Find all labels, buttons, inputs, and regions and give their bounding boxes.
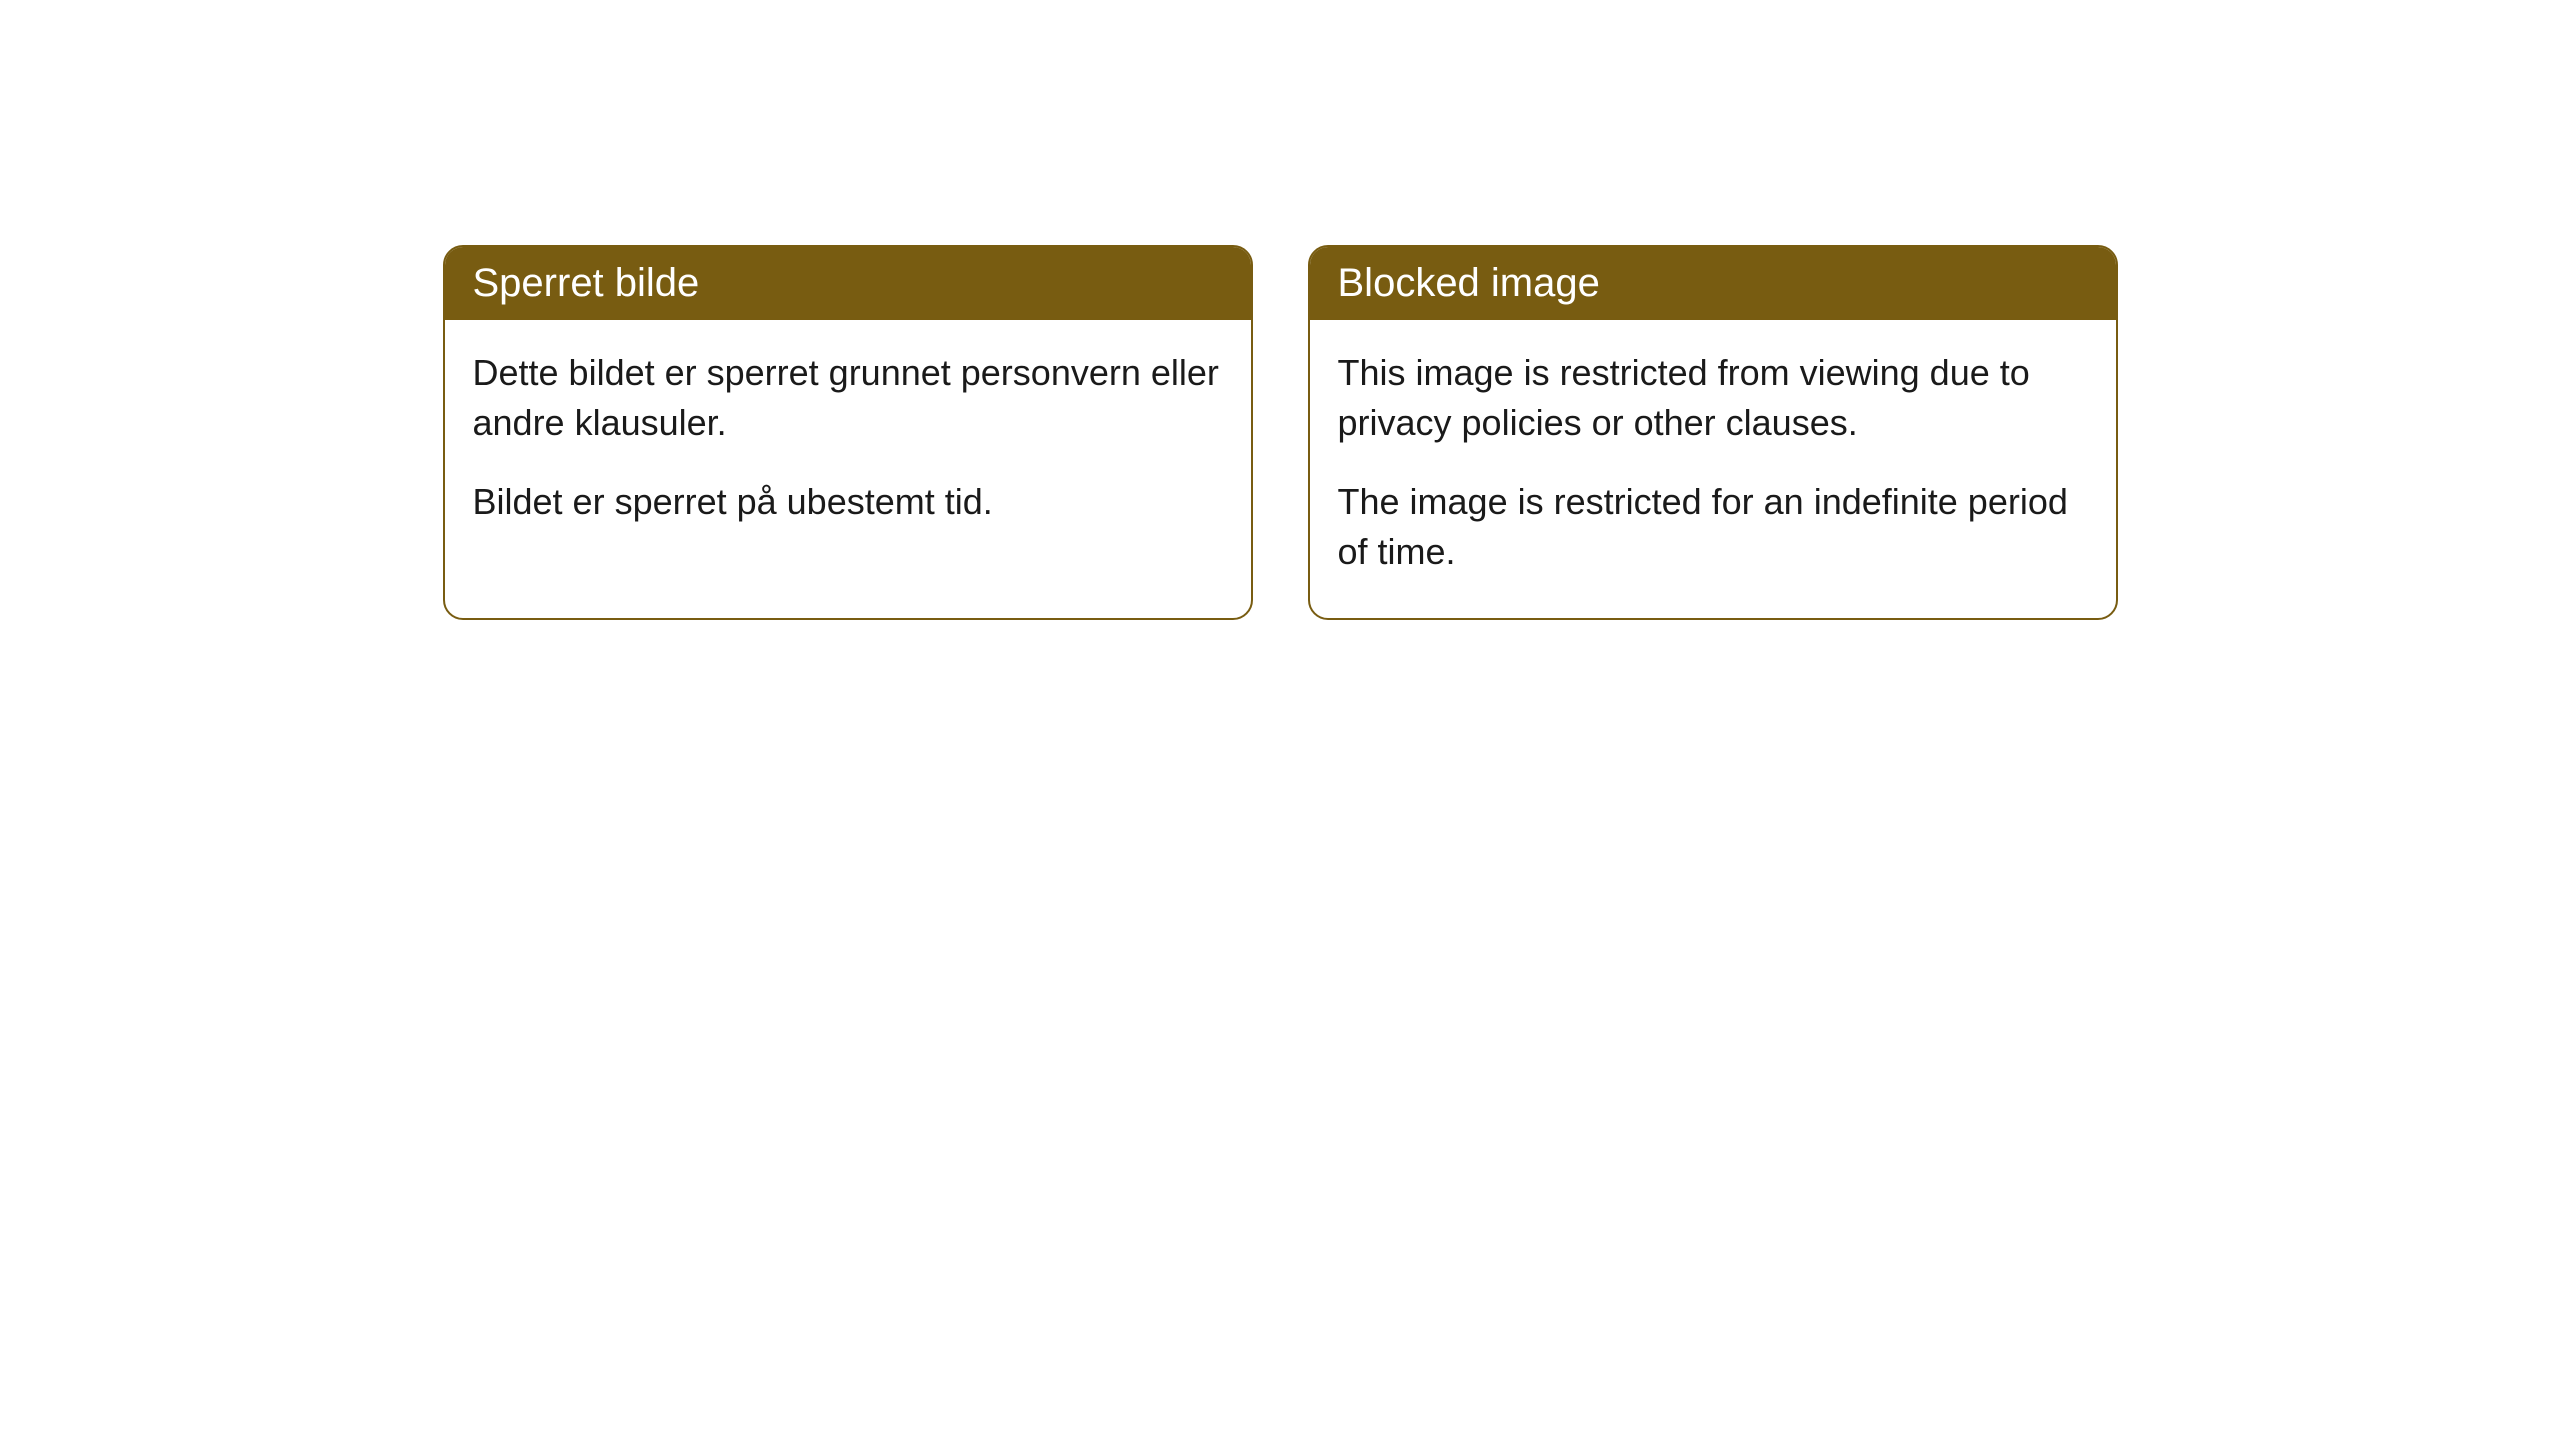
cards-container: Sperret bilde Dette bildet er sperret gr… <box>0 245 2560 620</box>
card-title: Blocked image <box>1338 261 1600 305</box>
card-title: Sperret bilde <box>473 261 700 305</box>
card-body-english: This image is restricted from viewing du… <box>1310 320 2116 618</box>
card-paragraph: This image is restricted from viewing du… <box>1338 348 2088 449</box>
card-paragraph: The image is restricted for an indefinit… <box>1338 477 2088 578</box>
card-body-norwegian: Dette bildet er sperret grunnet personve… <box>445 320 1251 567</box>
card-english: Blocked image This image is restricted f… <box>1308 245 2118 620</box>
card-header-norwegian: Sperret bilde <box>445 247 1251 320</box>
card-header-english: Blocked image <box>1310 247 2116 320</box>
card-paragraph: Dette bildet er sperret grunnet personve… <box>473 348 1223 449</box>
card-paragraph: Bildet er sperret på ubestemt tid. <box>473 477 1223 527</box>
card-norwegian: Sperret bilde Dette bildet er sperret gr… <box>443 245 1253 620</box>
